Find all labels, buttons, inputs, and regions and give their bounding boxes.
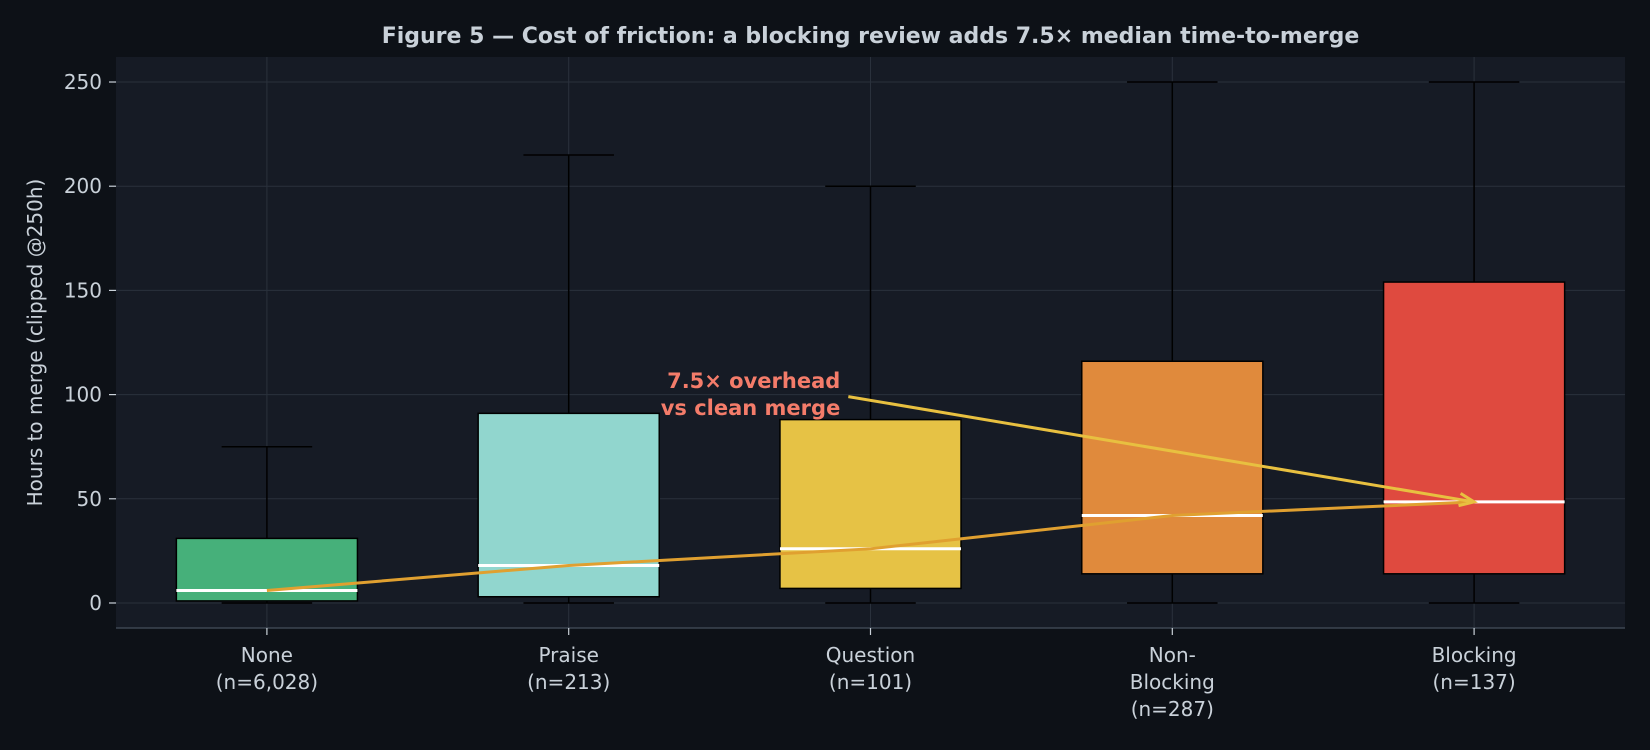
x-tick-label: None — [241, 643, 293, 667]
x-tick-label: Non- — [1149, 643, 1196, 667]
annotation-arrow — [848, 395, 1475, 504]
annotation: 7.5× overhead vs clean merge — [661, 369, 1478, 508]
x-tick-label: Blocking — [1130, 670, 1215, 694]
box-4 — [1382, 81, 1566, 604]
y-tick-label: 50 — [77, 487, 102, 511]
box-3 — [1081, 81, 1264, 604]
box-series — [175, 81, 1566, 604]
box-iqr — [779, 418, 962, 590]
box-iqr — [1081, 360, 1264, 575]
median-trend-line — [266, 500, 1475, 592]
annotation-arrowhead — [1458, 492, 1478, 508]
x-tick-label: (n=213) — [527, 670, 610, 694]
x-tick-label: Blocking — [1432, 643, 1517, 667]
box-iqr — [1382, 281, 1566, 575]
y-tick-label: 100 — [64, 383, 102, 407]
annotation-text-line: vs clean merge — [661, 396, 841, 420]
box-2 — [779, 185, 962, 604]
y-tick-label: 200 — [64, 174, 102, 198]
y-tick-label: 150 — [64, 278, 102, 302]
x-tick-label: Praise — [538, 643, 598, 667]
y-axis-label: Hours to merge (clipped @250h) — [23, 179, 47, 507]
median-trend — [266, 500, 1475, 592]
x-tick-label: (n=137) — [1432, 670, 1515, 694]
x-tick-label: Question — [826, 643, 915, 667]
x-tick-label: (n=6,028) — [216, 670, 318, 694]
y-tick-label: 250 — [64, 70, 102, 94]
chart-title: Figure 5 — Cost of friction: a blocking … — [382, 24, 1360, 49]
x-axis: None (n=6,028) Praise (n=213) Question (n=101… — [116, 627, 1625, 721]
x-tick-label: (n=287) — [1131, 697, 1214, 721]
y-axis: 0 50 100 150 200 250 — [64, 70, 116, 615]
y-tick-label: 0 — [89, 591, 102, 615]
annotation-text-line: 7.5× overhead — [667, 369, 840, 393]
x-tick-label: (n=101) — [829, 670, 912, 694]
